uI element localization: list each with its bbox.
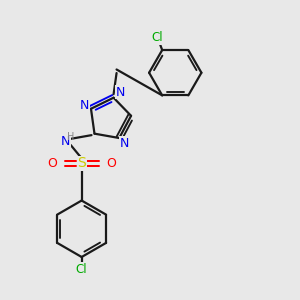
Text: N: N xyxy=(80,99,89,112)
Text: Cl: Cl xyxy=(151,31,163,44)
Text: H: H xyxy=(67,132,74,142)
Text: N: N xyxy=(120,137,129,150)
Text: N: N xyxy=(61,136,70,148)
Text: Cl: Cl xyxy=(76,263,88,276)
Text: S: S xyxy=(77,156,86,170)
Text: O: O xyxy=(106,157,116,170)
Text: O: O xyxy=(47,157,57,170)
Text: N: N xyxy=(116,86,125,99)
